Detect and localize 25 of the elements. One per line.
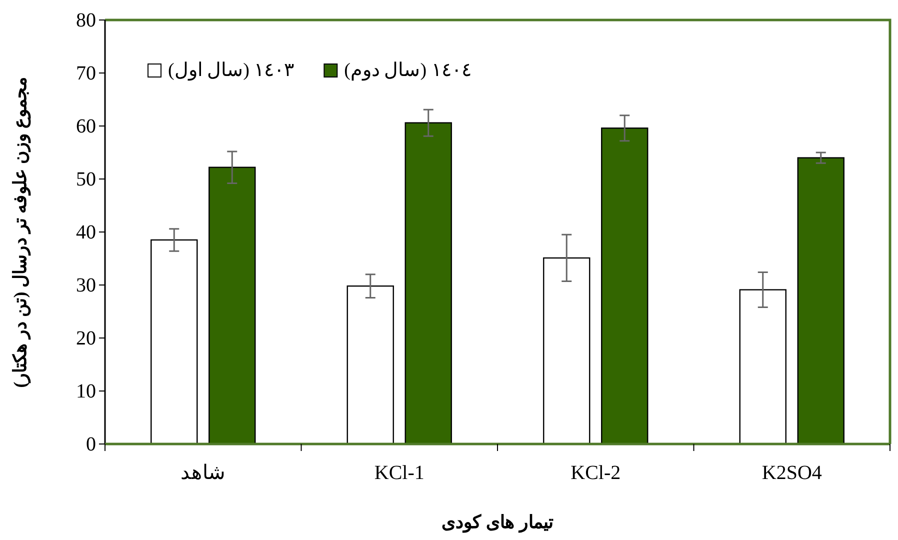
bar	[543, 257, 590, 445]
x-axis-title: تیمار های کودی	[442, 512, 554, 533]
bar	[208, 166, 256, 445]
bar	[346, 285, 394, 445]
x-tick-label: شاهد	[180, 462, 226, 484]
bar	[404, 122, 452, 445]
y-tick-label: 50	[76, 168, 96, 190]
x-tick-label: KCl-1	[374, 462, 424, 484]
y-tick-label: 60	[76, 115, 96, 138]
bar	[797, 157, 844, 445]
y-tick-label: 0	[86, 433, 96, 456]
y-tick-label: 70	[76, 62, 96, 84]
y-tick-label: 10	[76, 380, 96, 402]
y-tick-label: 30	[76, 274, 96, 296]
bar	[150, 239, 198, 445]
legend-label: ١٤٠٣ (سال اول)	[168, 60, 294, 81]
bar	[601, 128, 648, 445]
x-tick-label: K2SO4	[762, 462, 822, 484]
legend-label: ١٤٠٤ (سال دوم)	[344, 60, 472, 81]
y-axis-title: مجموع وزن علوفه تر درسال (تن در هکتار)	[10, 76, 31, 388]
bar	[739, 289, 786, 445]
y-tick-label: 40	[76, 221, 96, 244]
y-tick-label: 80	[76, 9, 96, 32]
x-tick-label: KCl-2	[570, 462, 621, 484]
y-tick-label: 20	[76, 327, 96, 350]
